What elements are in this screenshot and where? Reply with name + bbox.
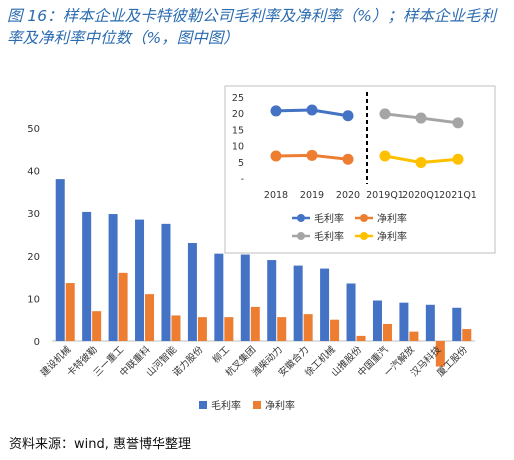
inset-legend-marker [360, 214, 368, 222]
inset-series-point [415, 112, 427, 124]
inset-x-tick-label: 2020 [336, 190, 360, 201]
bar-gross-margin [108, 214, 118, 341]
y-tick-label: 30 [27, 209, 40, 220]
inset-legend-label: 净利率 [377, 230, 407, 243]
inset-y-tick-label: 10 [232, 142, 244, 153]
inset-legend-marker [297, 214, 305, 222]
legend-label-gross-margin: 毛利率 [211, 399, 241, 412]
bar-gross-margin [399, 302, 409, 341]
inset-series-point [452, 117, 464, 129]
bar-net-margin [250, 306, 260, 341]
bar-net-margin [330, 319, 340, 341]
bar-net-margin [171, 315, 181, 341]
bar-net-margin [118, 272, 128, 341]
bar-gross-margin [346, 283, 356, 341]
bar-gross-margin [82, 211, 92, 341]
legend-swatch-net-margin [253, 401, 261, 409]
y-tick-label: 40 [27, 167, 40, 178]
bar-net-margin [382, 323, 392, 341]
inset-y-tick-label: 15 [232, 125, 244, 136]
bar-gross-margin [161, 223, 171, 341]
y-tick-label: 0 [34, 337, 40, 348]
legend-swatch-gross-margin [199, 401, 207, 409]
inset-series-point [379, 150, 391, 162]
bar-gross-margin [293, 265, 303, 341]
figure-title: 图 16：样本企业及卡特彼勒公司毛利率及净利率（%）；样本企业毛利率及净利率中位… [7, 7, 496, 47]
source-note: 资料来源：wind, 惠誉博华整理 [9, 437, 192, 452]
bar-gross-margin [267, 260, 277, 341]
inset-legend-label: 毛利率 [314, 212, 344, 225]
bar-net-margin [277, 317, 287, 341]
inset-legend-label: 净利率 [377, 212, 407, 225]
inset-series-point [342, 110, 354, 122]
inset-series-point [270, 105, 282, 117]
y-tick-label: 10 [27, 294, 40, 305]
inset-y-tick-label: 20 [232, 109, 244, 120]
bar-gross-margin [452, 307, 462, 341]
inset-series-point [452, 153, 464, 165]
bar-gross-margin [372, 300, 382, 341]
legend-label-net-margin: 净利率 [265, 399, 295, 412]
inset-series-point [306, 104, 318, 116]
inset-series-point [342, 153, 354, 165]
bar-gross-margin [187, 243, 197, 341]
inset-series-point [270, 150, 282, 162]
bar-net-margin [145, 294, 155, 341]
y-tick-label: 20 [27, 252, 40, 263]
bar-net-margin [356, 335, 366, 341]
inset-series-point [415, 156, 427, 168]
y-tick-label: 50 [27, 124, 40, 135]
inset-y-tick-label: - [241, 174, 244, 185]
inset-x-tick-label: 2019Q1 [366, 190, 404, 201]
bar-net-margin [224, 317, 234, 341]
inset-series-point [379, 108, 391, 120]
bar-net-margin [197, 317, 207, 341]
inset-frame [224, 85, 496, 254]
inset-y-tick-label: 5 [238, 158, 244, 169]
bar-gross-margin [320, 268, 330, 341]
bar-net-margin [303, 314, 313, 341]
inset-series-point [306, 149, 318, 161]
inset-legend-marker [360, 232, 368, 240]
bar-net-margin [462, 329, 472, 341]
inset-y-tick-label: 25 [232, 93, 244, 104]
bar-net-margin [92, 311, 102, 341]
bar-gross-margin [55, 179, 65, 341]
bar-gross-margin [135, 219, 145, 341]
inset-x-tick-label: 2020Q1 [402, 190, 440, 201]
inset-legend-marker [297, 232, 305, 240]
inset-x-tick-label: 2019 [300, 190, 324, 201]
bar-net-margin [65, 283, 75, 341]
inset-x-tick-label: 2018 [264, 190, 288, 201]
bar-net-margin [435, 341, 445, 367]
bar-gross-margin [425, 304, 435, 341]
bar-net-margin [409, 331, 419, 341]
x-tick-label: 柳工 [210, 343, 232, 365]
bar-gross-margin [240, 254, 250, 341]
bar-gross-margin [214, 253, 224, 341]
inset-legend-label: 毛利率 [314, 230, 344, 243]
inset-x-tick-label: 2021Q1 [439, 190, 477, 201]
